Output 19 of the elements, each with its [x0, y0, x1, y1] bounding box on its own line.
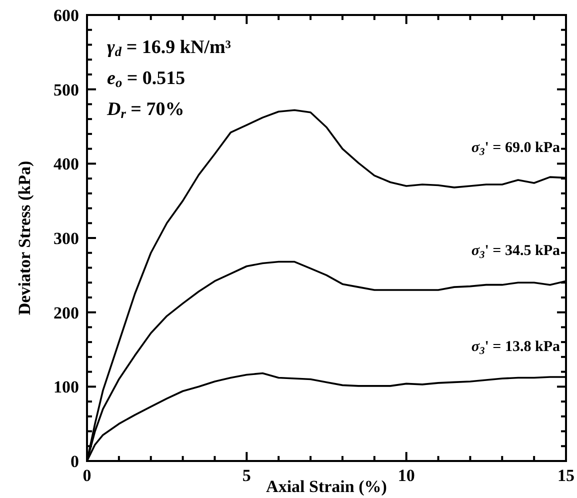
legend-label: σ$_{3}$' = 13.8 kPa: [471, 339, 560, 357]
y-tick-label: 200: [54, 303, 79, 322]
annotation: e$_{o}$ = 0.515: [107, 68, 186, 90]
x-tick-label: 5: [242, 466, 251, 486]
annotation: D$_{r}$ = 70%: [106, 99, 184, 122]
y-tick-label: 500: [54, 80, 79, 100]
annotation: γ$_{d}$ = 16.9 kN/m³: [107, 37, 232, 60]
y-axis-title: Deviator Stress (kPa): [15, 160, 34, 316]
x-tick-label: 10: [398, 466, 415, 486]
legend-label: σ$_{3}$' = 34.5 kPa: [471, 243, 560, 261]
x-tick-label: 0: [82, 466, 92, 486]
y-tick-label: 400: [54, 154, 79, 174]
y-tick-label: 600: [54, 6, 79, 26]
x-axis-title: Axial Strain (%): [266, 477, 387, 496]
x-tick-label: 15: [558, 466, 574, 486]
y-tick-label: 300: [54, 229, 79, 248]
y-tick-label: 100: [54, 378, 79, 397]
legend-label: σ$_{3}$' = 69.0 kPa: [471, 140, 560, 158]
y-tick-label: 0: [70, 452, 79, 472]
